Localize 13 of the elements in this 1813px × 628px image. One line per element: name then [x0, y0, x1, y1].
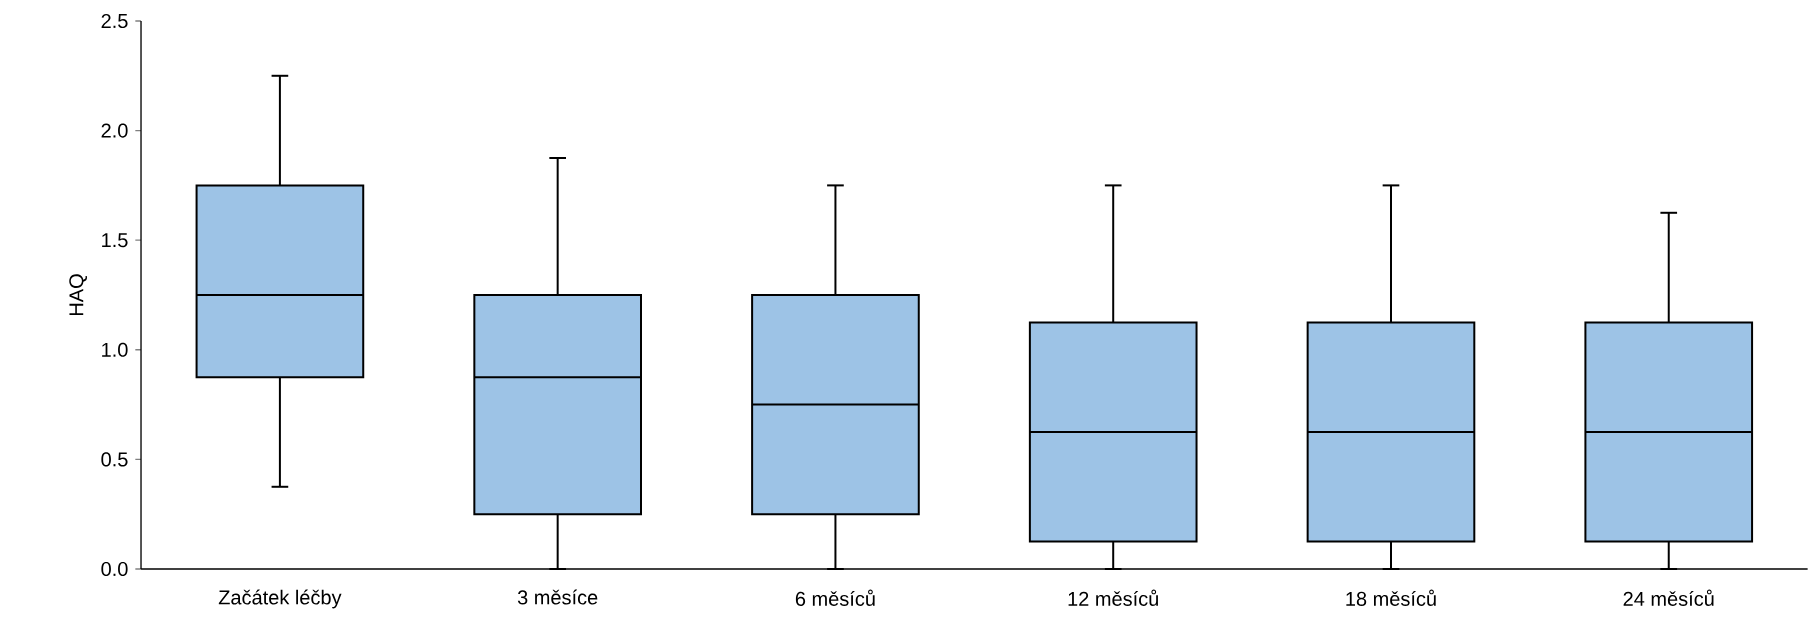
y-tick-label: 0.5 — [101, 452, 128, 467]
x-tick-label: Začátek léčby — [218, 589, 342, 609]
x-tick-label: 12 měsíců — [1068, 589, 1158, 606]
y-tick-label: 1.0 — [102, 342, 128, 357]
y-tick-label: 2.5 — [101, 13, 128, 29]
x-tick-label: 3 měsíce — [517, 589, 598, 605]
y-axis-title: HAQ — [69, 274, 87, 316]
x-tick-label: 24 měsíců — [1623, 589, 1714, 606]
x-tick-label: 18 měsíců — [1346, 589, 1436, 606]
y-tick-label: 2.0 — [101, 123, 128, 138]
y-tick-label: 1.5 — [102, 233, 128, 248]
y-tick-label: 0.0 — [101, 561, 128, 577]
x-tick-label: 6 měsíců — [795, 589, 875, 606]
